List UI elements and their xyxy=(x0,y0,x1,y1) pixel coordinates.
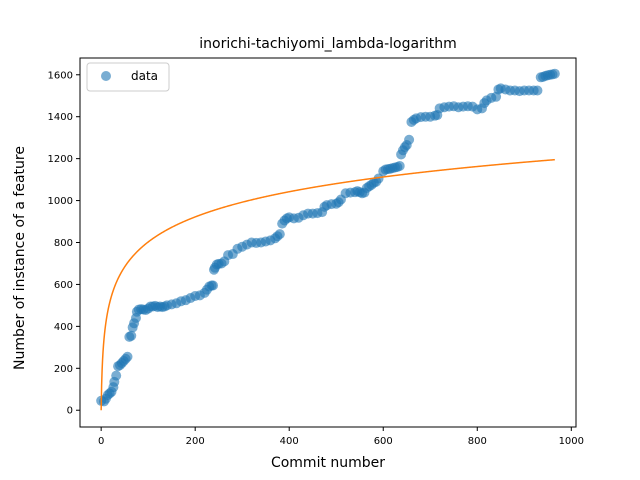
data-point xyxy=(394,160,405,171)
data-point xyxy=(126,330,137,341)
y-tick-label: 1600 xyxy=(48,70,73,81)
x-tick-label: 800 xyxy=(468,436,487,447)
legend-marker-data xyxy=(101,71,111,81)
y-axis-label: Number of instance of a feature xyxy=(12,146,28,370)
data-point xyxy=(549,68,560,79)
plot-area xyxy=(96,68,560,411)
x-tick-label: 600 xyxy=(374,436,393,447)
legend: data xyxy=(86,62,170,92)
y-tick-label: 400 xyxy=(54,322,73,333)
y-tick-label: 1000 xyxy=(48,196,73,207)
data-point xyxy=(111,370,122,381)
legend-label-data: data xyxy=(131,69,158,83)
x-tick-label: 200 xyxy=(186,436,205,447)
data-point xyxy=(208,280,219,291)
chart-title: inorichi-tachiyomi_lambda-logarithm xyxy=(199,36,456,52)
axes: 0 200 400 600 800 1000 0 200 400 600 800 1000 1200 14… xyxy=(48,57,584,447)
x-axis-label: Commit number xyxy=(271,455,385,471)
x-tick-label: 0 xyxy=(98,436,104,447)
y-tick-label: 1200 xyxy=(48,154,73,165)
x-tick-label: 400 xyxy=(280,436,299,447)
data-point xyxy=(532,85,543,96)
y-tick-label: 800 xyxy=(54,238,73,249)
y-tick-label: 0 xyxy=(67,406,73,417)
y-tick-label: 600 xyxy=(54,280,73,291)
data-point xyxy=(274,229,285,240)
data-point xyxy=(122,351,133,362)
legend-box xyxy=(86,62,170,92)
y-tick-label: 1400 xyxy=(48,112,73,123)
x-tick-label: 1000 xyxy=(559,436,584,447)
data-point xyxy=(373,173,384,184)
y-tick-label: 200 xyxy=(54,364,73,375)
data-point xyxy=(404,134,415,145)
fit-line xyxy=(100,158,555,411)
